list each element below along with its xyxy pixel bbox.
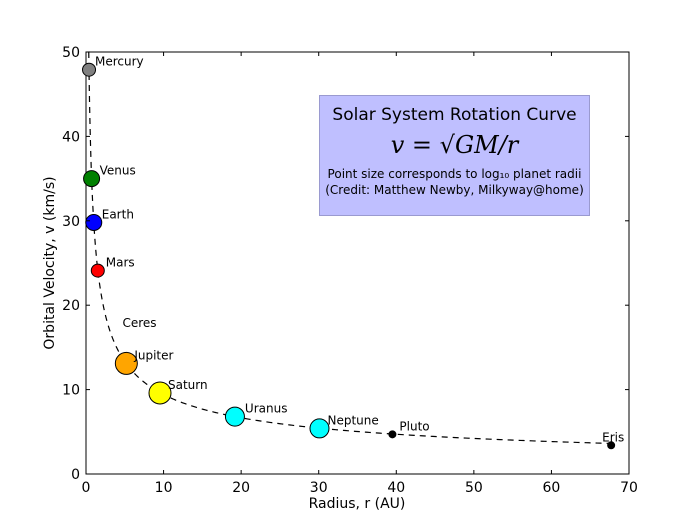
label-ceres: Ceres — [122, 316, 156, 330]
point-pluto — [388, 430, 397, 439]
x-tick-label: 40 — [387, 480, 405, 496]
legend-box: Solar System Rotation Curve v = √GM/r Po… — [319, 95, 590, 216]
y-axis-label: Orbital Velocity, v (km/s) — [42, 176, 58, 349]
point-mercury — [82, 62, 97, 77]
x-axis-label: Radius, r (AU) — [309, 496, 406, 512]
x-tick-label: 70 — [620, 480, 638, 496]
y-tick-label: 50 — [62, 45, 80, 61]
label-uranus: Uranus — [245, 402, 288, 416]
label-neptune: Neptune — [327, 413, 378, 427]
point-earth — [85, 213, 103, 231]
point-neptune — [309, 418, 330, 439]
chart-title: Solar System Rotation Curve — [332, 105, 577, 125]
x-tick-label: 10 — [155, 480, 173, 496]
label-saturn: Saturn — [168, 378, 208, 392]
x-tick-label: 30 — [310, 480, 328, 496]
note-credit: (Credit: Matthew Newby, Milkyway@home) — [325, 183, 584, 197]
note-point-size: Point size corresponds to log₁₀ planet r… — [327, 167, 582, 181]
formula: v = √GM/r — [390, 131, 519, 159]
point-mars — [90, 263, 105, 278]
y-tick-label: 30 — [62, 214, 80, 230]
point-jupiter — [114, 351, 138, 375]
y-tick-label: 40 — [62, 129, 80, 145]
label-pluto: Pluto — [399, 419, 429, 433]
x-tick-label: 60 — [543, 480, 561, 496]
y-tick-label: 20 — [62, 298, 80, 314]
x-tick-label: 20 — [232, 480, 250, 496]
y-tick-label: 10 — [62, 383, 80, 399]
x-tick-label: 0 — [82, 480, 91, 496]
point-saturn — [148, 381, 172, 405]
x-tick-label: 50 — [465, 480, 483, 496]
label-jupiter: Jupiter — [133, 348, 173, 362]
label-mercury: Mercury — [95, 55, 144, 69]
point-venus — [83, 170, 101, 188]
point-uranus — [224, 406, 245, 427]
label-eris: Eris — [602, 430, 624, 444]
label-mars: Mars — [106, 256, 135, 270]
label-earth: Earth — [102, 207, 134, 221]
y-tick-label: 0 — [71, 467, 80, 483]
label-venus: Venus — [100, 164, 136, 178]
model-curve — [88, 51, 618, 445]
point-eris — [607, 441, 616, 450]
